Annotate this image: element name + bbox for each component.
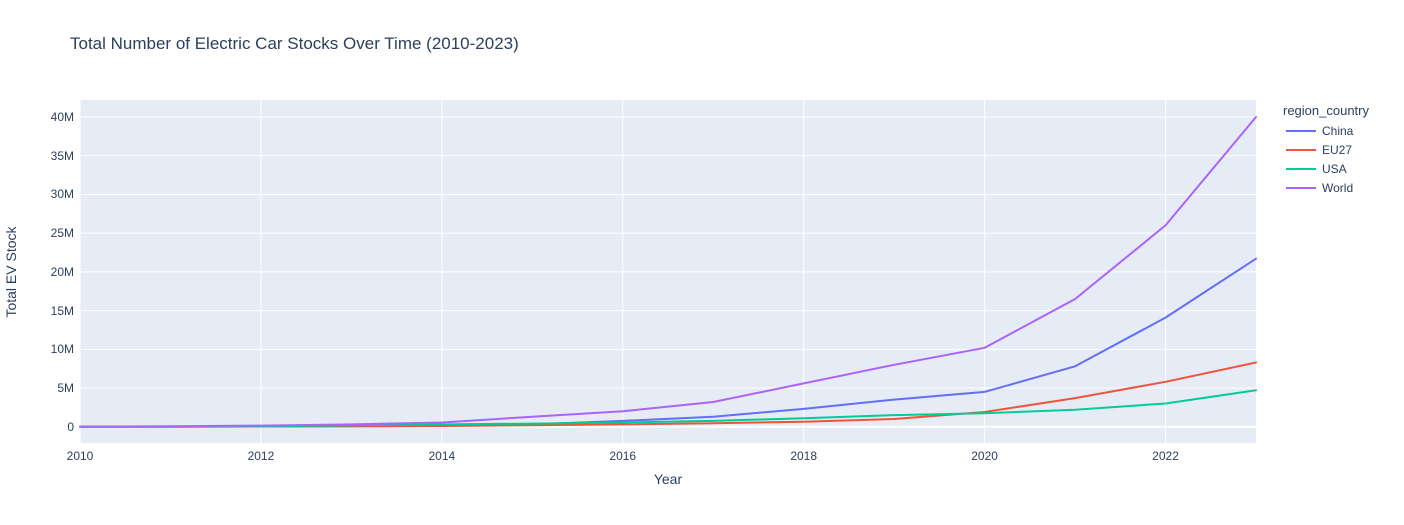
legend-item-label: World: [1322, 180, 1354, 195]
series-line-world: [79, 116, 1257, 428]
x-tick-label: 2020: [971, 449, 998, 463]
legend-item-eu27[interactable]: EU27: [1283, 140, 1369, 159]
x-axis-title: Year: [653, 471, 683, 487]
y-tick-label: 25M: [50, 226, 74, 241]
y-tick-label: 20M: [50, 264, 74, 279]
legend-line-swatch: [1286, 148, 1316, 151]
x-tick-label: 2010: [66, 449, 94, 463]
y-tick-label: 5M: [57, 381, 74, 396]
legend-item-usa[interactable]: USA: [1283, 159, 1369, 178]
y-tick-label: 10M: [50, 342, 74, 357]
legend-items: China EU27 USA World: [1283, 121, 1369, 197]
legend-item-label: USA: [1322, 161, 1347, 176]
legend-item-label: EU27: [1322, 142, 1353, 157]
legend-item-world[interactable]: World: [1283, 178, 1369, 197]
legend-title: region_country: [1283, 103, 1369, 118]
y-tick-label: 35M: [50, 148, 74, 163]
x-tick-label: 2014: [428, 449, 456, 463]
y-tick-label: 30M: [50, 187, 74, 202]
x-tick-label: 2012: [247, 449, 275, 463]
legend-item-label: China: [1322, 123, 1354, 138]
legend: region_country China EU27 USA World: [1283, 103, 1369, 197]
y-tick-label: 0: [67, 419, 74, 434]
x-tick-label: 2016: [609, 449, 637, 463]
legend-line-swatch: [1286, 167, 1316, 170]
x-tick-label: 2022: [1152, 449, 1179, 463]
legend-item-china[interactable]: China: [1283, 121, 1369, 140]
x-tick-label: 2018: [790, 449, 818, 463]
chart-title: Total Number of Electric Car Stocks Over…: [70, 34, 519, 53]
legend-line-swatch: [1286, 129, 1316, 132]
legend-line-swatch: [1286, 186, 1316, 189]
y-tick-label: 15M: [50, 303, 74, 318]
y-axis-title: Total EV Stock: [3, 226, 19, 318]
y-tick-label: 40M: [50, 110, 74, 125]
